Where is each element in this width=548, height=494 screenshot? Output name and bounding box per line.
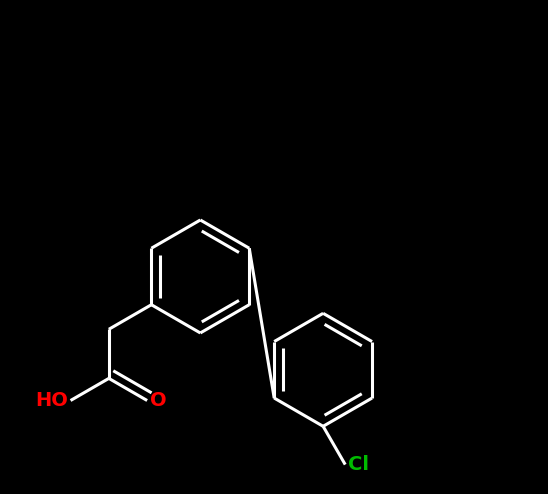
Text: HO: HO: [35, 391, 68, 410]
Text: Cl: Cl: [347, 455, 369, 474]
Text: O: O: [150, 391, 166, 410]
